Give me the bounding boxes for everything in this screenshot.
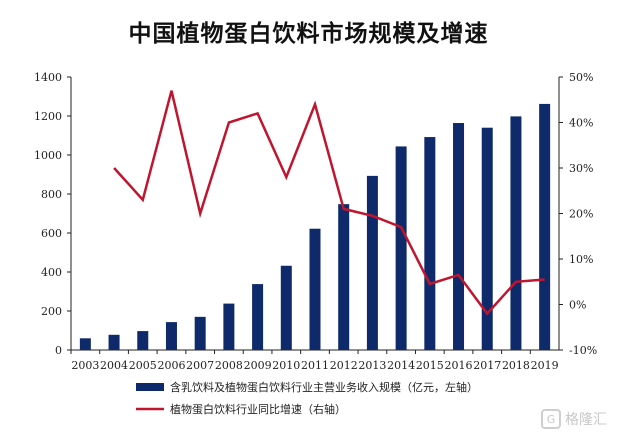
x-tick-label: 2011 (301, 359, 329, 372)
left-tick-label: 1400 (34, 71, 62, 84)
left-tick-label: 1000 (34, 149, 62, 162)
left-tick-label: 600 (41, 227, 62, 240)
bar-2015 (424, 137, 436, 350)
right-tick-label: 30% (569, 162, 593, 175)
x-tick-label: 2003 (71, 359, 99, 372)
x-tick-label: 2008 (215, 359, 243, 372)
x-tick-label: 2007 (186, 359, 214, 372)
x-tick-label: 2012 (330, 359, 358, 372)
watermark-logo-icon: G (541, 409, 561, 429)
x-tick-label: 2010 (272, 359, 300, 372)
x-tick-label: 2004 (100, 359, 128, 372)
x-tick-label: 2013 (358, 359, 386, 372)
left-tick-label: 0 (55, 344, 62, 357)
bar-2016 (453, 123, 465, 351)
bar-2013 (366, 175, 378, 350)
legend-label-line: 植物蛋白饮料行业同比增速（右轴） (170, 402, 346, 416)
bar-2006 (165, 322, 177, 350)
right-tick-label: 10% (569, 253, 593, 266)
bar-2012 (338, 204, 350, 350)
bar-2005 (137, 331, 149, 350)
left-tick-label: 1200 (34, 110, 62, 123)
right-tick-label: 20% (569, 208, 593, 221)
left-tick-label: 200 (41, 305, 62, 318)
watermark: G 格隆汇 (541, 409, 607, 429)
left-tick-label: 800 (41, 188, 62, 201)
x-tick-label: 2015 (416, 359, 444, 372)
x-tick-label: 2005 (129, 359, 157, 372)
bar-2004 (108, 334, 120, 350)
x-tick-label: 2017 (473, 359, 501, 372)
bar-2017 (481, 127, 493, 350)
x-tick-label: 2009 (244, 359, 272, 372)
bar-2019 (539, 103, 551, 350)
bar-2010 (280, 265, 292, 350)
x-tick-label: 2019 (531, 359, 559, 372)
x-tick-label: 2006 (157, 359, 185, 372)
right-tick-label: -10% (569, 344, 597, 357)
x-tick-label: 2018 (502, 359, 530, 372)
bar-2007 (194, 316, 206, 350)
bar-2008 (223, 303, 235, 350)
chart-title: 中国植物蛋白饮料市场规模及增速 (128, 21, 489, 47)
bar-2009 (252, 284, 264, 350)
bar-2014 (395, 146, 407, 350)
right-tick-label: 40% (569, 117, 593, 130)
left-tick-label: 400 (41, 266, 62, 279)
x-tick-label: 2014 (387, 359, 415, 372)
watermark-text: 格隆汇 (565, 412, 607, 428)
bar-2018 (510, 116, 522, 350)
bar-2011 (309, 228, 321, 350)
growth-line (113, 90, 545, 316)
legend-swatch-bars (136, 383, 164, 391)
bar-2003 (79, 338, 91, 350)
x-tick-label: 2016 (445, 359, 473, 372)
right-tick-label: 0% (569, 299, 586, 312)
right-tick-label: 50% (569, 71, 593, 84)
legend-label-bars: 含乳饮料及植物蛋白饮料行业主营业务收入规模（亿元，左轴） (170, 380, 478, 394)
